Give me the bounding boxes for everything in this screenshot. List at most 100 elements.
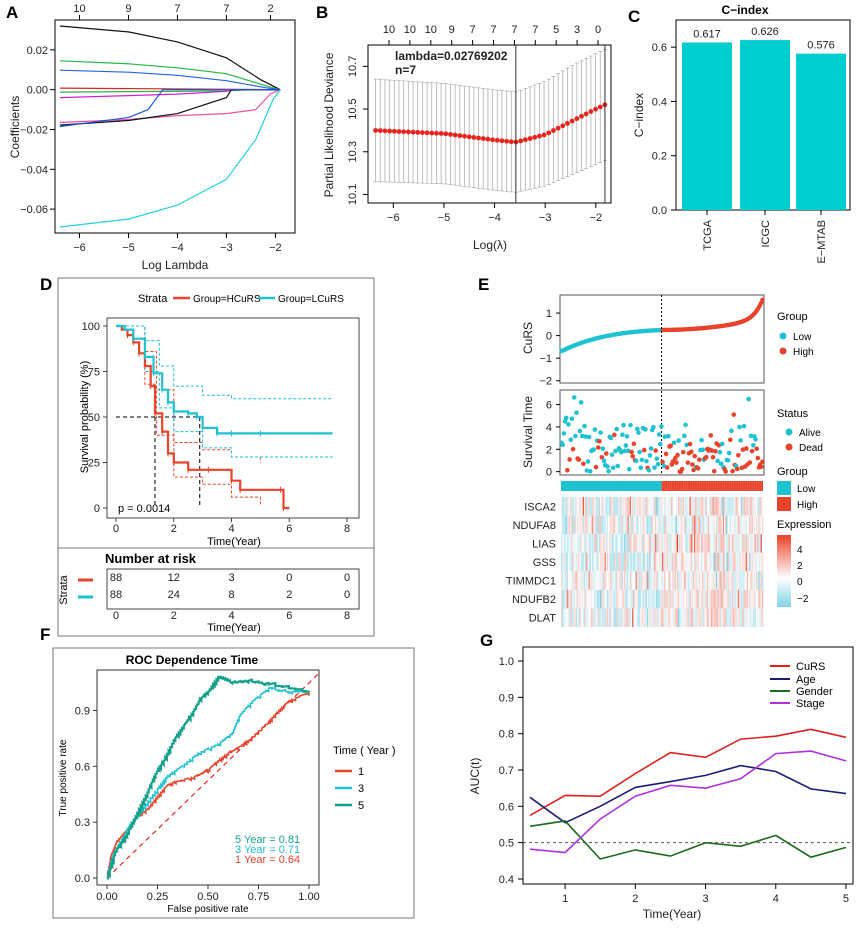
heat-cell <box>647 589 649 609</box>
heat-cell <box>681 571 683 590</box>
survival-point <box>748 433 754 439</box>
risk-count: 2 <box>286 589 292 601</box>
deviance-point <box>537 133 542 139</box>
heat-cell <box>673 515 675 535</box>
heat-cell <box>570 571 572 590</box>
heat-cell <box>723 497 726 516</box>
heat-cell <box>614 552 617 572</box>
risk-count: 0 <box>344 589 350 601</box>
heat-cell <box>613 552 616 572</box>
heat-cell <box>717 497 719 516</box>
heat-cell <box>675 534 678 553</box>
heat-cell <box>605 515 608 535</box>
survival-point <box>676 438 681 443</box>
heat-cell <box>619 534 621 553</box>
survival-point <box>648 446 654 451</box>
heat-cell <box>583 515 586 535</box>
heat-cell <box>734 515 736 535</box>
roc-curve-5-Year <box>106 675 311 880</box>
heat-cell <box>566 608 569 627</box>
heat-cell <box>588 515 590 535</box>
heat-cell <box>588 534 590 553</box>
heat-cell <box>603 515 605 535</box>
heat-cell <box>682 515 685 535</box>
e-expr-tick-4: 4 <box>797 545 803 556</box>
heat-cell <box>627 497 630 516</box>
panel-label-f: F <box>40 625 50 644</box>
e-expr-tick-0: 0 <box>797 577 803 588</box>
heat-cell <box>741 497 743 516</box>
heat-cell <box>733 534 735 553</box>
heat-cell <box>706 589 709 609</box>
panel-c-ylabel: C−index <box>632 93 646 137</box>
heat-cell <box>639 571 641 590</box>
heat-cell <box>690 608 693 627</box>
heat-cell <box>569 589 571 609</box>
heat-cell <box>728 497 731 516</box>
heat-cell <box>705 515 708 535</box>
heat-cell <box>626 608 628 627</box>
heat-cell <box>737 497 740 516</box>
heat-cell <box>688 571 690 590</box>
heat-cell <box>681 534 683 553</box>
heat-cell <box>702 497 704 516</box>
heat-cell <box>591 589 594 609</box>
heat-cell <box>698 608 701 627</box>
heat-cell <box>575 571 578 590</box>
survival-point <box>746 396 751 402</box>
heat-cell <box>735 589 737 609</box>
heat-cell <box>686 589 688 609</box>
heat-cell <box>609 589 611 609</box>
heat-cell <box>610 534 612 553</box>
b-toptick-label: 10 <box>383 24 395 36</box>
heat-cell <box>671 589 673 609</box>
heat-cell <box>674 497 677 516</box>
heat-cell <box>722 608 725 627</box>
panel-f-ylabel: True positive rate <box>58 739 69 816</box>
heat-cell <box>649 552 651 572</box>
heat-cell <box>580 515 582 535</box>
survival-point <box>601 458 607 464</box>
heat-cell <box>688 534 690 553</box>
heat-cell <box>712 534 714 553</box>
heat-cell <box>695 571 697 590</box>
heat-cell <box>581 589 584 609</box>
survival-point <box>726 450 732 456</box>
heat-cell <box>717 515 719 535</box>
heat-cell <box>570 515 572 535</box>
panel-d-xlabel: Time(Year) <box>207 536 261 548</box>
heat-cell <box>565 552 568 572</box>
heat-cell <box>600 534 602 553</box>
heat-cell <box>720 608 722 627</box>
heat-cell <box>728 552 731 572</box>
g-xtick-label: 2 <box>632 893 638 905</box>
heat-cell <box>603 608 605 627</box>
survival-point <box>593 464 599 470</box>
heat-cell <box>632 515 634 535</box>
survival-point <box>635 426 640 432</box>
heat-cell <box>736 589 739 609</box>
heat-cell <box>703 608 705 627</box>
a-ytick-label: 0.02 <box>27 45 48 57</box>
survival-point <box>612 432 617 438</box>
heat-cell <box>622 552 625 572</box>
heat-cell <box>625 608 627 627</box>
heat-cell <box>590 534 593 553</box>
heat-cell <box>710 552 712 572</box>
heat-cell <box>672 497 674 516</box>
heat-cell <box>713 515 716 535</box>
heat-cell <box>636 608 639 627</box>
heat-cell <box>626 497 628 516</box>
panel-f-roc: ROC Dependence Time True positive rate F… <box>52 647 415 919</box>
heat-cell <box>709 534 711 553</box>
survival-point <box>690 462 695 467</box>
survival-point <box>613 448 618 454</box>
heat-cell <box>701 589 703 609</box>
heat-cell <box>743 515 745 535</box>
heat-cell <box>575 589 578 609</box>
heat-cell <box>591 497 594 516</box>
heat-cell <box>591 571 594 590</box>
heat-cell <box>758 515 760 535</box>
heat-cell <box>594 589 596 609</box>
heat-cell <box>743 552 745 572</box>
